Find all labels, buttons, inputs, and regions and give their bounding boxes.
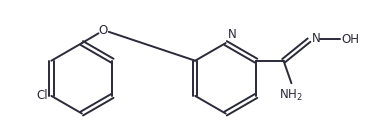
Text: N: N [228,28,236,41]
Text: N: N [312,32,321,45]
Text: Cl: Cl [37,89,48,102]
Text: O: O [99,24,108,37]
Text: OH: OH [341,33,359,46]
Text: NH$_2$: NH$_2$ [279,88,303,103]
